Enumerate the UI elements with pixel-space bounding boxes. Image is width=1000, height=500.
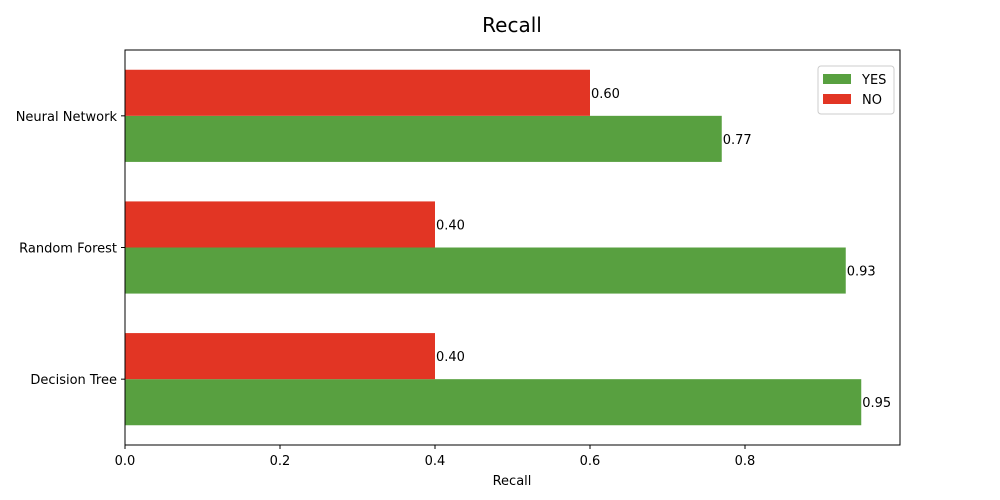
data-label-no: 0.40 xyxy=(436,218,465,233)
y-tick-label: Neural Network xyxy=(16,110,118,125)
legend-swatch-no xyxy=(823,94,851,104)
data-label-yes: 0.77 xyxy=(723,133,752,148)
data-label-yes: 0.93 xyxy=(847,265,876,280)
data-label-no: 0.60 xyxy=(591,87,620,102)
x-tick-label: 0.4 xyxy=(425,454,446,469)
plot-frame xyxy=(124,49,901,446)
y-tick-label: Decision Tree xyxy=(30,373,117,388)
bar-no xyxy=(125,69,590,116)
legend-swatch-yes xyxy=(823,74,851,84)
x-tick-label: 0.6 xyxy=(580,454,601,469)
bar-yes xyxy=(125,247,846,294)
data-label-yes: 0.95 xyxy=(862,396,891,411)
legend-label-no: NO xyxy=(862,93,882,108)
bar-no xyxy=(125,201,435,248)
y-tick-label: Random Forest xyxy=(19,242,117,257)
x-axis-title: Recall xyxy=(493,474,532,489)
plot-area: 0.95 0.40 Decision Tree 0.93 0.40 Random Fore… xyxy=(16,49,901,469)
data-label-no: 0.40 xyxy=(436,350,465,365)
bar-yes xyxy=(125,379,862,426)
legend-label-yes: YES xyxy=(861,73,886,88)
x-tick-label: 0.0 xyxy=(115,454,136,469)
x-tick-label: 0.8 xyxy=(735,454,756,469)
chart-title: Recall xyxy=(482,13,542,37)
bar-no xyxy=(125,333,435,380)
x-tick-label: 0.2 xyxy=(270,454,291,469)
bar-yes xyxy=(125,115,722,162)
